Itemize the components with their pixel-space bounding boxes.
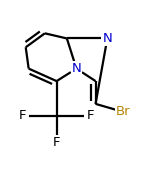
Text: F: F	[19, 109, 27, 122]
Text: Br: Br	[116, 106, 131, 119]
Text: F: F	[87, 109, 94, 122]
Text: F: F	[53, 136, 60, 149]
Text: N: N	[102, 32, 112, 45]
Text: N: N	[72, 62, 81, 75]
